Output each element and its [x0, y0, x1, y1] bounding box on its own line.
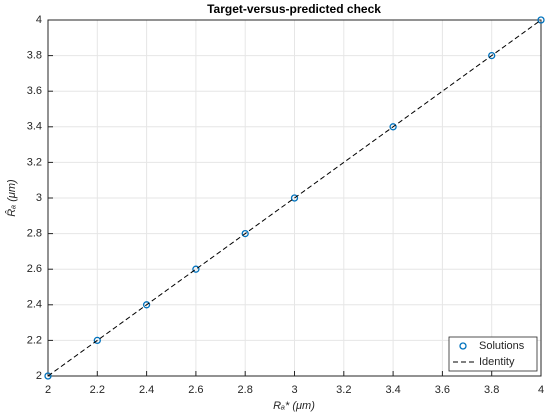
- x-tick-label: 2.2: [90, 384, 105, 396]
- data-point: [488, 51, 496, 60]
- data-point: [93, 336, 101, 345]
- x-tick-label: 3.6: [435, 384, 450, 396]
- y-tick-label: 3.4: [27, 121, 42, 133]
- x-tick-label: 3.4: [385, 384, 400, 396]
- x-tick-label: 3: [291, 384, 297, 396]
- y-tick-label: 4: [36, 14, 42, 26]
- x-tick-label: 3.8: [484, 384, 499, 396]
- x-tick-label: 3.2: [336, 384, 351, 396]
- x-axis-label: Rₐ* (μm): [273, 400, 315, 412]
- y-tick-label: 3.8: [27, 50, 42, 62]
- y-tick-label: 2.2: [27, 334, 42, 346]
- x-tick-label: 2: [45, 384, 51, 396]
- y-tick-label: 3: [36, 192, 42, 204]
- x-tick-label: 2.6: [188, 384, 203, 396]
- data-point: [290, 194, 299, 202]
- y-tick-label: 2.6: [27, 263, 42, 275]
- y-tick-label: 2.4: [27, 299, 42, 311]
- data-point: [192, 265, 200, 273]
- legend-marker: [459, 342, 467, 350]
- data-point: [389, 123, 397, 131]
- data-point: [537, 16, 545, 24]
- y-tick-label: 2.8: [27, 228, 42, 240]
- y-axis-label: R̂ₐ (μm): [4, 179, 18, 217]
- y-tick-label: 3.2: [27, 156, 42, 168]
- data-point: [241, 229, 249, 238]
- data-point: [142, 301, 151, 309]
- y-tick-label: 2: [36, 370, 42, 382]
- plot-frame: [47, 19, 542, 377]
- legend-label: Solutions: [479, 340, 525, 352]
- identity-line: [47, 19, 542, 377]
- x-tick-label: 4: [538, 384, 544, 396]
- x-tick-label: 2.4: [139, 384, 154, 396]
- data-point: [44, 372, 52, 380]
- legend-label: Identity: [479, 356, 515, 368]
- y-tick-label: 3.6: [27, 85, 42, 97]
- chart-title: Target-versus-predicted check: [207, 2, 381, 16]
- x-tick-label: 2.8: [238, 384, 253, 396]
